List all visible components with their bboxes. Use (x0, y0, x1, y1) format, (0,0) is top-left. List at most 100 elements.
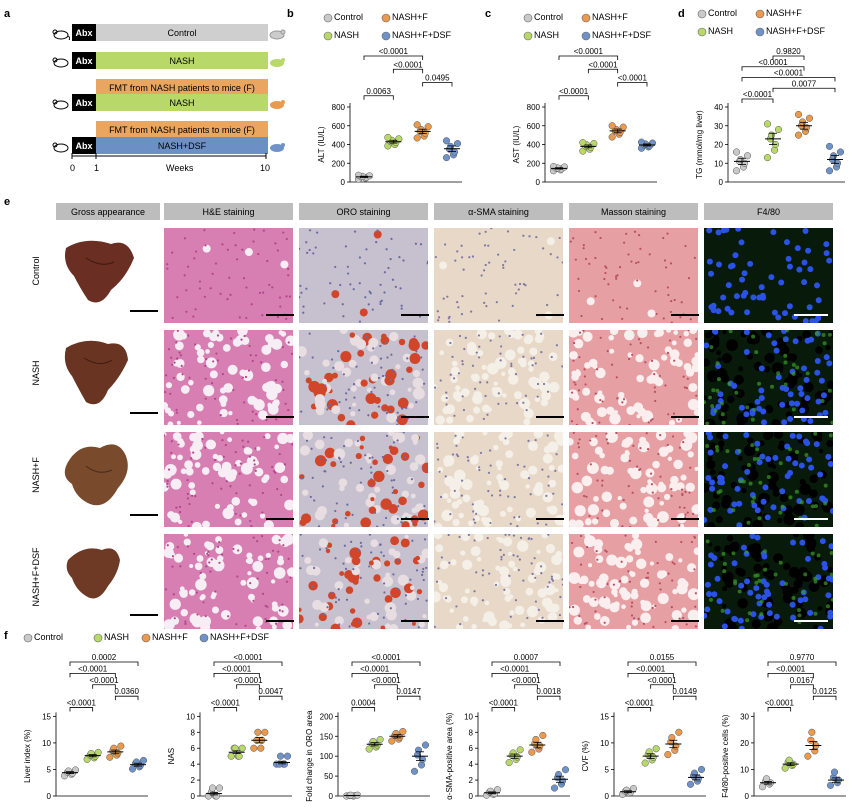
tile-nucleus (327, 404, 330, 407)
tile-nucleus (750, 611, 757, 618)
tile-vacuole (351, 402, 357, 407)
tile-vacuole (400, 538, 410, 548)
tile-nucleus (527, 439, 530, 442)
p-value: <0.0001 (776, 664, 806, 673)
y-tick-label: 200 (320, 712, 334, 721)
tile-f480-signal (795, 365, 800, 370)
tile-nucleus (422, 578, 425, 582)
tile-vacuole (547, 441, 559, 453)
tile-nucleus (579, 585, 582, 589)
tile-vacuole (582, 331, 593, 342)
p-value: <0.0001 (222, 664, 252, 673)
tile-vacuole (657, 593, 669, 605)
tile-nucleus (380, 551, 383, 554)
tile-nucleus (775, 374, 782, 381)
tile-vacuole (322, 359, 330, 367)
tile-nucleus (614, 275, 618, 278)
tile-nucleus (535, 235, 538, 239)
tile-nucleus (475, 512, 478, 515)
tile-nucleus (370, 390, 373, 393)
tile-vacuole (404, 534, 409, 539)
tile-nucleus (638, 234, 641, 237)
tile-vacuole (513, 391, 522, 400)
histology-image (569, 330, 698, 425)
tile-vacuole (450, 366, 460, 376)
tile-vacuole (194, 562, 203, 571)
tile-nucleus (750, 294, 757, 301)
tile-nucleus (446, 295, 449, 298)
tile-vacuole (234, 518, 242, 526)
tile-vacuole (318, 612, 327, 622)
tile-nucleus (254, 469, 257, 472)
tile-nucleus (436, 446, 439, 449)
tile-nucleus (196, 613, 199, 616)
tile-vacuole (611, 588, 618, 596)
tile-nucleus (589, 463, 592, 466)
scale-bar (401, 416, 429, 418)
tile-f480-signal (746, 520, 751, 525)
tile-f480-signal (758, 480, 763, 485)
tile-vacuole (798, 373, 803, 378)
tile-vacuole (188, 589, 196, 596)
tile-nucleus (743, 432, 750, 439)
tile-f480-signal (754, 350, 759, 355)
tile-vacuole (302, 432, 314, 441)
tile-vacuole (548, 381, 560, 393)
tile-nucleus (766, 610, 773, 617)
significance-bracket (69, 661, 139, 666)
tile-nucleus (556, 293, 559, 297)
tile-nucleus (447, 317, 450, 320)
tile-nucleus (475, 571, 478, 574)
tile-vacuole (325, 548, 331, 554)
tile-vacuole (782, 562, 791, 571)
tile-nucleus (384, 374, 387, 377)
tile-nucleus (659, 475, 662, 478)
tile-vacuole (633, 402, 644, 413)
tile-f480-signal (778, 510, 783, 515)
tile-f480-signal (727, 381, 732, 386)
tile-nucleus (648, 253, 651, 256)
tile-nucleus (744, 578, 751, 585)
tile-nucleus (758, 395, 765, 402)
tile-nucleus (515, 402, 519, 405)
tile-nucleus (353, 396, 356, 399)
tile-vacuole (183, 538, 191, 546)
y-tick-label: 0 (469, 792, 474, 801)
tile-nucleus (802, 228, 809, 234)
tile-vacuole (299, 346, 307, 357)
panel-label-f: f (4, 630, 8, 642)
tile-nucleus (393, 478, 396, 482)
tile-nucleus (579, 563, 583, 566)
tile-nucleus (276, 315, 280, 318)
tile-nucleus (321, 485, 325, 488)
tile-nucleus (358, 282, 361, 285)
tile-nucleus (637, 617, 640, 620)
tile-nucleus (484, 292, 487, 295)
tile-nucleus (379, 543, 382, 546)
tile-nucleus (228, 276, 231, 279)
tile-nucleus (460, 313, 464, 316)
tile-nucleus (572, 432, 575, 434)
tile-nucleus (820, 392, 827, 399)
tile-vacuole (185, 467, 194, 476)
tile-nucleus (204, 364, 207, 368)
tile-vacuole (595, 555, 604, 564)
tile-nucleus (287, 341, 290, 344)
tile-vacuole (421, 341, 428, 350)
tile-nucleus (615, 376, 618, 379)
tile-vacuole (454, 385, 461, 391)
tile-vacuole (486, 480, 492, 486)
tile-vacuole (390, 514, 401, 525)
scale-bar (671, 314, 699, 316)
tile-vacuole (704, 331, 712, 339)
tile-nucleus (800, 416, 807, 423)
tile-vacuole (658, 481, 664, 488)
tile-nucleus (678, 524, 681, 527)
tile-nucleus (486, 413, 489, 416)
tile-nucleus (265, 418, 268, 422)
tile-nucleus (166, 485, 169, 488)
tile-vacuole (411, 621, 416, 626)
data-point (250, 744, 258, 752)
tile-nucleus (583, 368, 586, 371)
tile-nucleus (406, 357, 409, 360)
